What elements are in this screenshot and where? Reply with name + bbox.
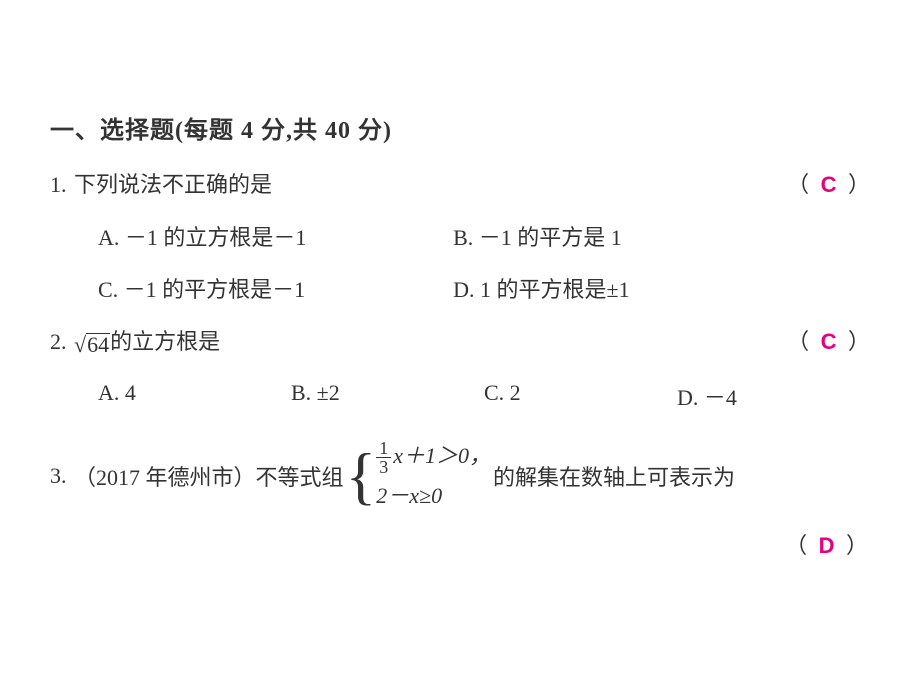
fraction-num: 1: [376, 439, 391, 458]
fraction-den: 3: [376, 458, 391, 476]
paren-open: （: [787, 172, 809, 197]
paren-open: （: [785, 533, 807, 558]
q1-options-row2: C. －1 的平方根是－1 D. 1 的平方根是±1: [98, 272, 870, 304]
q2-stem-tail: 的立方根是: [110, 329, 220, 354]
q3-answer-line: （ D ）: [50, 528, 870, 560]
q2-option-a: A. 4: [98, 380, 291, 412]
q1-answer-box: （ C ）: [787, 167, 870, 202]
q2-stem: √64 的立方根是: [74, 324, 787, 362]
q1-option-a: A. －1 的立方根是－1: [98, 220, 453, 252]
q2-number: 2.: [50, 324, 74, 359]
q1-stem: 下列说法不正确的是: [74, 167, 787, 202]
q2-option-d: D. －4: [677, 380, 870, 412]
q1-answer: C: [815, 172, 843, 197]
q2-option-b: B. ±2: [291, 380, 484, 412]
paren-close: ）: [848, 329, 870, 354]
paren-close: ）: [846, 533, 868, 558]
q3-stem-post: 的解集在数轴上可表示为: [493, 460, 735, 492]
q1-option-c: C. －1 的平方根是－1: [98, 272, 453, 304]
section-title: 一、选择题(每题 4 分,共 40 分): [50, 110, 870, 145]
question-1: 1. 下列说法不正确的是 （ C ）: [50, 167, 870, 202]
sqrt-icon: √: [74, 332, 86, 357]
ineq1-tail: x＋1＞0，: [393, 443, 491, 468]
q3-stem-pre: （2017 年德州市）不等式组: [74, 460, 344, 492]
q2-option-c: C. 2: [484, 380, 677, 412]
inequality-system: { 1 3 x＋1＞0， 2－x≥0: [346, 436, 491, 516]
brace-icon: {: [346, 446, 377, 506]
q1-option-b: B. －1 的平方是 1: [453, 220, 870, 252]
question-2: 2. √64 的立方根是 （ C ）: [50, 324, 870, 362]
q1-option-d: D. 1 的平方根是±1: [453, 272, 870, 304]
paren-close: ）: [848, 172, 870, 197]
q1-options-row1: A. －1 的立方根是－1 B. －1 的平方是 1: [98, 220, 870, 252]
q2-answer-box: （ C ）: [787, 324, 870, 359]
sqrt-expression: √64: [74, 327, 110, 362]
q2-answer: C: [815, 329, 843, 354]
q1-number: 1.: [50, 167, 74, 202]
q3-number: 3.: [50, 463, 74, 489]
inequality-line2: 2－x≥0: [376, 476, 491, 516]
q2-options: A. 4 B. ±2 C. 2 D. －4: [98, 380, 870, 412]
fraction-one-third: 1 3: [376, 439, 391, 476]
q3-answer: D: [813, 533, 841, 558]
sqrt-radicand: 64: [86, 333, 110, 356]
inequality-line1: 1 3 x＋1＞0，: [376, 436, 491, 476]
question-3: 3. （2017 年德州市）不等式组 { 1 3 x＋1＞0， 2－x≥0 的解…: [50, 436, 870, 516]
paren-open: （: [787, 329, 809, 354]
